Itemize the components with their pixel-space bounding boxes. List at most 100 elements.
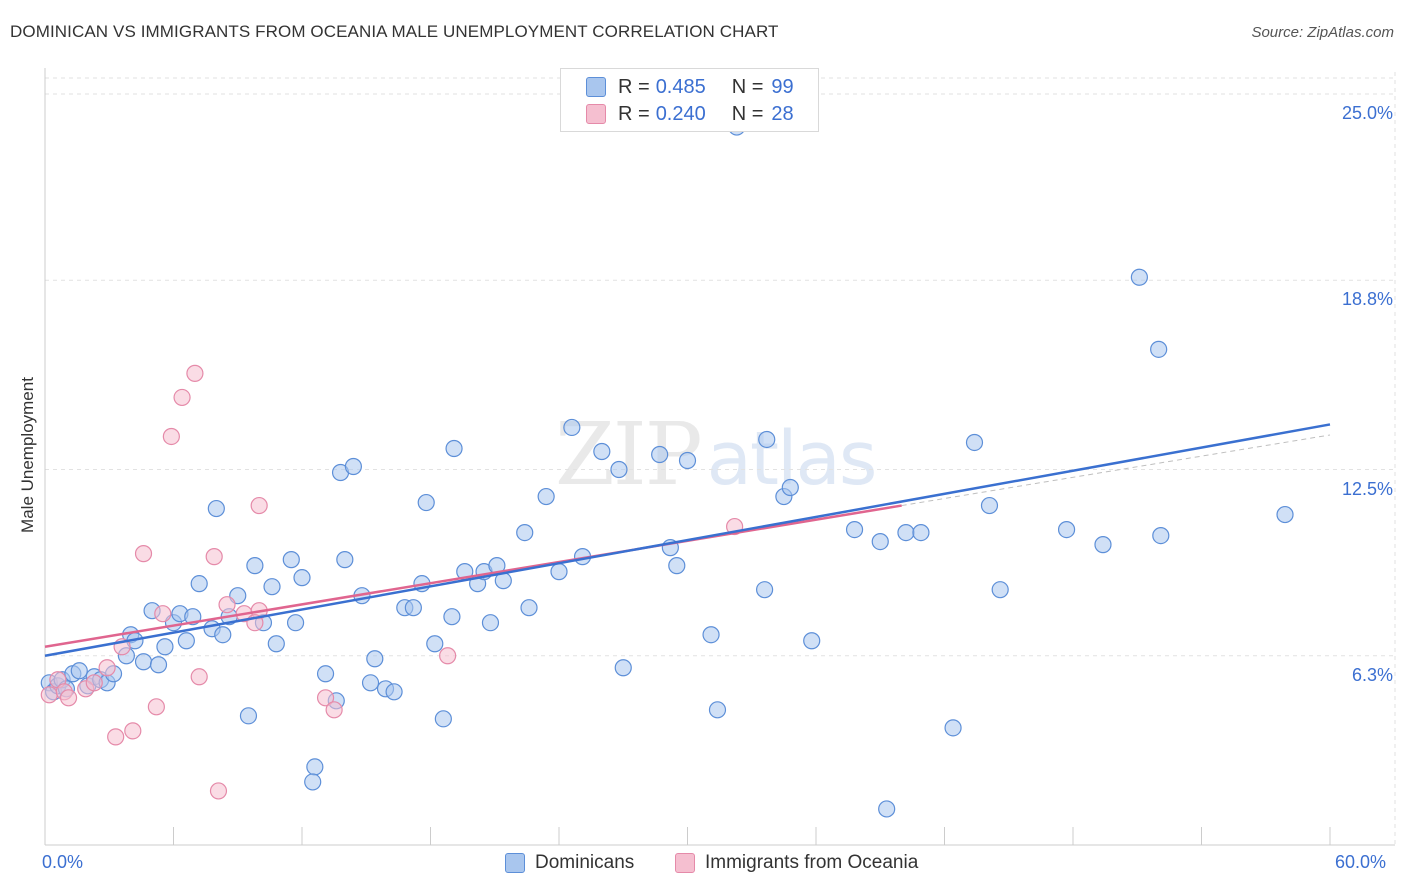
chart-title: DOMINICAN VS IMMIGRANTS FROM OCEANIA MAL… xyxy=(10,22,779,41)
oceania-point xyxy=(147,698,165,716)
oceania-trend-extension xyxy=(901,434,1331,507)
dominicans-point xyxy=(366,650,384,668)
oceania-point xyxy=(162,427,180,446)
dominicans-point xyxy=(246,557,264,575)
oceania-point xyxy=(439,647,457,665)
dominicans-point xyxy=(1152,526,1170,545)
legend-r-value: 0.240 xyxy=(655,102,706,125)
dominicans-point xyxy=(426,635,444,653)
legend-swatch-blue xyxy=(505,853,525,873)
y-tick-label: 12.5% xyxy=(1341,478,1393,499)
axes xyxy=(44,68,1395,846)
dominicans-point xyxy=(758,430,776,449)
dominicans-point xyxy=(755,581,774,599)
y-tick-label: 18.8% xyxy=(1341,289,1393,310)
dominicans-point xyxy=(134,653,153,671)
oceania-point xyxy=(154,605,172,623)
source-credit: Source: ZipAtlas.com xyxy=(1251,24,1394,41)
legend-n-value: 99 xyxy=(771,75,794,98)
oceania-point xyxy=(218,596,236,614)
oceania-point xyxy=(209,782,228,800)
dominicans-point xyxy=(316,665,335,683)
oceania-point xyxy=(85,674,103,692)
dominicans-points xyxy=(40,118,1294,818)
dominicans-point xyxy=(991,581,1009,599)
dominicans-point xyxy=(610,460,628,479)
oceania-point xyxy=(98,659,116,677)
dominicans-point xyxy=(214,626,232,644)
oceania-point xyxy=(205,548,223,566)
legend-r-label: R = xyxy=(618,75,650,98)
gridlines xyxy=(45,72,1396,845)
dominicans-point xyxy=(156,638,174,656)
dominicans-point xyxy=(177,632,195,650)
legend-n-value: 28 xyxy=(771,102,794,125)
dominicans-point xyxy=(267,635,285,653)
dominicans-point xyxy=(651,445,669,464)
legend-item-dominicans[interactable]: Dominicans xyxy=(505,852,634,874)
dominicans-point xyxy=(70,662,88,680)
dominicans-point xyxy=(385,683,403,701)
x-tick-label-max: 60.0% xyxy=(1335,852,1387,872)
dominicans-point xyxy=(781,478,799,497)
legend-item-oceania[interactable]: Immigrants from Oceania xyxy=(675,852,918,874)
dominicans-point xyxy=(443,608,461,626)
dominicans-point xyxy=(593,442,611,461)
dominicans-point xyxy=(803,632,821,650)
legend-n-label: N = xyxy=(731,75,764,98)
dominicans-point xyxy=(516,523,534,542)
oceania-point xyxy=(250,496,268,515)
oceania-point xyxy=(325,701,343,719)
dominicans-point xyxy=(912,523,930,542)
dominicans-point xyxy=(520,599,538,617)
dominicans-point xyxy=(434,710,452,728)
dominicans-point xyxy=(702,626,720,644)
legend-swatch-pink xyxy=(675,853,695,873)
dominicans-point xyxy=(1094,536,1112,554)
dominicans-point xyxy=(980,496,999,515)
dominicans-point xyxy=(304,773,322,791)
dominicans-point xyxy=(871,533,889,551)
watermark-zip: ZIP xyxy=(555,405,703,505)
legend-n-label: N = xyxy=(731,102,764,125)
dominicans-point xyxy=(149,656,168,674)
y-tick-label: 6.3% xyxy=(1351,664,1393,685)
dominicans-point xyxy=(878,800,896,818)
correlation-legend: R = 0.485 N = 99 R = 0.240 N = 28 xyxy=(560,68,819,132)
dominicans-point xyxy=(239,707,258,725)
dominicans-point xyxy=(344,457,362,476)
dominicans-point xyxy=(336,551,354,569)
dominicans-point xyxy=(207,499,225,518)
legend-row-dominicans: R = 0.485 N = 99 xyxy=(586,75,794,99)
oceania-point xyxy=(59,689,78,707)
dominicans-trend-line xyxy=(44,423,1331,657)
dominicans-point xyxy=(1150,340,1168,358)
dominicans-point xyxy=(678,451,697,470)
dominicans-point xyxy=(1057,520,1076,539)
oceania-point xyxy=(316,689,335,707)
oceania-point xyxy=(107,728,125,746)
dominicans-point xyxy=(481,614,500,632)
dominicans-point xyxy=(845,520,864,539)
dominicans-point xyxy=(965,433,984,452)
legend-r-label: R = xyxy=(618,102,650,125)
legend-swatch-blue xyxy=(586,77,606,97)
oceania-point xyxy=(40,686,58,704)
dominicans-point xyxy=(190,575,208,593)
oceania-point xyxy=(186,364,204,382)
dominicans-point xyxy=(897,523,915,542)
legend-swatch-pink xyxy=(586,104,606,124)
dominicans-point xyxy=(286,614,305,632)
dominicans-point xyxy=(563,418,581,437)
dominicans-point xyxy=(306,758,324,776)
dominicans-point xyxy=(417,493,435,512)
x-tick-label-min: 0.0% xyxy=(42,852,84,872)
dominicans-point xyxy=(1130,268,1148,286)
dominicans-point xyxy=(404,599,422,617)
oceania-point xyxy=(124,722,142,740)
legend-row-oceania: R = 0.240 N = 28 xyxy=(586,102,794,126)
y-tick-label: 25.0% xyxy=(1341,103,1393,124)
dominicans-point xyxy=(1276,505,1294,524)
dominicans-point xyxy=(263,578,281,596)
